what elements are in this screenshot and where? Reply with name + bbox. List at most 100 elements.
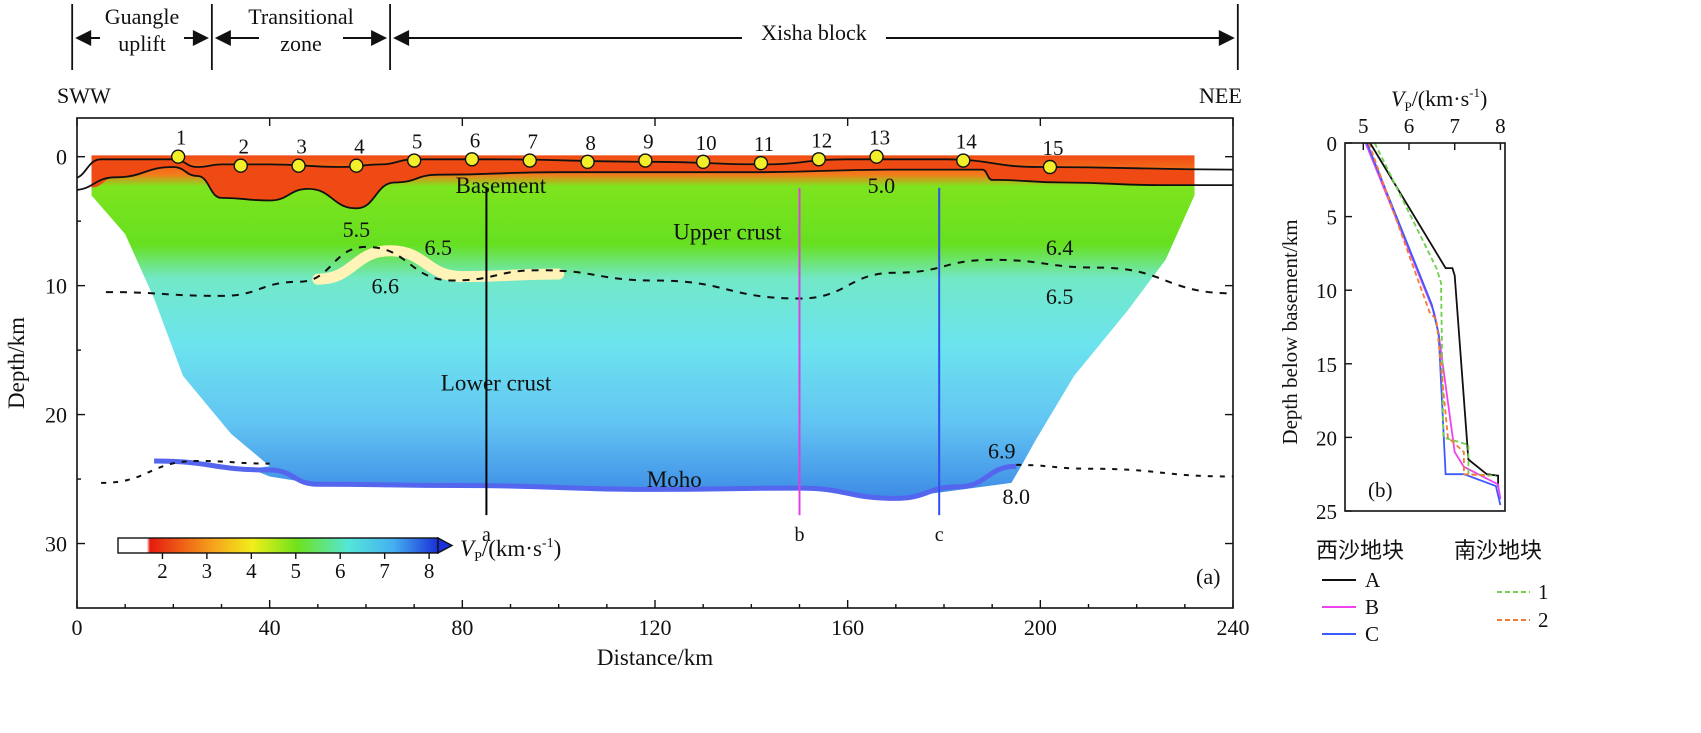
velocity-label: 5.0 (868, 173, 896, 198)
station-marker-8 (580, 154, 595, 170)
series-line-C (1366, 142, 1502, 506)
x-tick-label: 160 (831, 615, 864, 640)
zone-label-line2: zone (280, 31, 322, 56)
series-line-2 (1367, 142, 1490, 477)
legend-label-C: C (1365, 622, 1379, 646)
x-axis-title: Distance/km (597, 645, 713, 670)
station-label-13: 13 (869, 126, 890, 150)
station-label-11: 11 (754, 132, 774, 156)
station-label-5: 5 (412, 130, 423, 154)
station-marker-15 (1042, 159, 1058, 175)
profile-line-label-a: a (482, 524, 491, 546)
panel-b-series (1364, 142, 1502, 506)
zone-label: Xisha block (761, 20, 867, 45)
panel-b-title-sub: P (1404, 99, 1411, 114)
station-marker-1 (170, 149, 186, 164)
moho-extrapolated (101, 459, 1233, 484)
station-marker-3 (291, 158, 306, 173)
station-label-14: 14 (956, 130, 978, 154)
colorbar-label-close: ) (554, 536, 562, 561)
panel-a-label: (a) (1196, 564, 1220, 589)
legend-title-xisha: 西沙地块 (1316, 538, 1404, 563)
zone-label-line1: Transitional (248, 4, 354, 29)
colorbar-ticks: 2 3 4 5 6 7 8 (157, 553, 434, 583)
panel-a-axes: 0 40 80 120 160 200 240 0 10 20 30 (45, 118, 1250, 640)
panel-b-x-tick-label: 8 (1495, 114, 1506, 138)
legend-label-1: 1 (1538, 580, 1549, 604)
velocity-model-body (91, 155, 1195, 499)
panel-b-y-tick-label: 20 (1316, 426, 1337, 450)
station-marker-6 (464, 152, 480, 167)
colorbar-label-rest: /(km·s (482, 536, 542, 561)
panel-b-title-close: ) (1480, 86, 1487, 111)
station-marker-7 (522, 153, 537, 168)
legend-label-2: 2 (1538, 608, 1549, 632)
panel-b-frame (1344, 142, 1506, 512)
legend-title-nansha: 南沙地块 (1454, 538, 1542, 563)
panel-b-title-rest: /(km·s (1412, 86, 1469, 111)
panel-b-title-v: V (1391, 86, 1407, 111)
colorbar-tick-label: 7 (379, 559, 390, 583)
zone-arrow-head-left (393, 30, 410, 46)
y-tick-label: 20 (45, 403, 67, 428)
stations: 1 2 3 4 5 6 7 8 9 10 11 12 13 14 15 (170, 126, 1063, 175)
zone-arrow-head-left (214, 30, 231, 46)
basement-layer (91, 159, 1195, 209)
station-marker-11 (753, 155, 769, 171)
station-label-2: 2 (239, 135, 250, 159)
legend-label-B: B (1365, 595, 1379, 619)
direction-right-label: NEE (1199, 83, 1242, 108)
region-label: Lower crust (441, 370, 552, 395)
velocity-label: 6.9 (988, 439, 1016, 464)
station-marker-5 (406, 153, 422, 168)
y-tick-label: 0 (56, 145, 67, 170)
colorbar: 2 3 4 5 6 7 8 VP/(km·s-1) (117, 536, 562, 583)
colorbar-tick-label: 2 (157, 559, 168, 583)
x-tick-label: 0 (72, 615, 83, 640)
colorbar-tick-label: 6 (335, 559, 346, 583)
station-label-12: 12 (811, 128, 832, 152)
station-label-9: 9 (643, 130, 654, 154)
velocity-label: 5.5 (343, 217, 371, 242)
colorbar-tick-label: 4 (246, 559, 257, 583)
station-marker-9 (638, 153, 653, 168)
colorbar-label-v: V (460, 536, 477, 561)
region-label: Upper crust (673, 219, 782, 244)
region-label: Moho (647, 467, 702, 492)
station-label-15: 15 (1042, 136, 1063, 160)
colorbar-tick-label: 8 (424, 559, 435, 583)
x-tick-label: 120 (639, 615, 672, 640)
velocity-label: 6.5 (425, 235, 453, 260)
x-tick-label: 200 (1024, 615, 1057, 640)
zone-arrow-head-right (1218, 30, 1235, 46)
y-tick-label: 10 (45, 274, 67, 299)
station-marker-10 (695, 154, 711, 170)
station-marker-14 (956, 153, 971, 168)
x-tick-label: 240 (1217, 615, 1250, 640)
velocity-label: 6.4 (1046, 235, 1074, 260)
station-marker-12 (811, 152, 826, 167)
panel-b-label: (b) (1368, 478, 1393, 502)
panel-b-y-tick-label: 15 (1316, 353, 1337, 377)
profile-lines: a b c (482, 187, 944, 546)
station-label-1: 1 (176, 126, 187, 150)
high-velocity-highlight (312, 245, 565, 285)
velocity-label: 8.0 (1003, 484, 1031, 509)
basement-line (77, 166, 1233, 210)
direction-left-label: SWW (57, 83, 111, 108)
panel-b-title-sup: -1 (1469, 85, 1480, 100)
x-tick-label: 40 (259, 615, 281, 640)
legend-label-A: A (1365, 568, 1381, 592)
y-axis-title: Depth/km (4, 317, 29, 409)
zone-arrow-head-right (192, 30, 209, 46)
panel-b-x-tick-label: 6 (1404, 114, 1415, 138)
zone-label-line1: Guangle (105, 4, 180, 29)
moho-band (154, 458, 1017, 501)
colorbar-label-sup: -1 (542, 536, 554, 551)
colorbar-tick-label: 3 (202, 559, 213, 583)
